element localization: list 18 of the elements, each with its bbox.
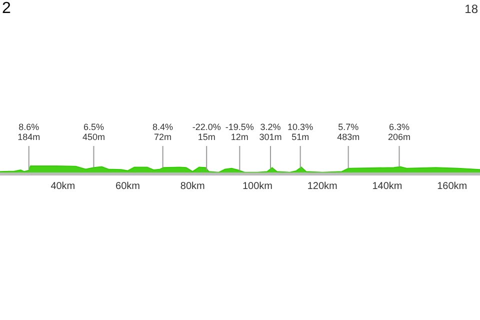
x-tick-label: 100km — [242, 181, 273, 192]
annotation: 6.3% 206m — [388, 122, 410, 142]
x-tick-label: 40km — [50, 181, 76, 192]
x-tick-label: 80km — [180, 181, 205, 192]
x-tick-label: 60km — [116, 181, 140, 192]
annotation: 8.6% 184m — [18, 122, 40, 142]
annotation: 8.4% 72m — [152, 122, 174, 142]
x-tick-label: 140km — [372, 181, 402, 192]
annotation: -22.0% 15m — [192, 122, 221, 142]
annotation: 10.3% 51m — [288, 122, 314, 142]
annotation: 5.7% 483m — [337, 122, 360, 142]
x-tick-label: 160km — [437, 181, 468, 192]
x-tick-label: 120km — [307, 181, 338, 192]
chart-title: 2 — [2, 0, 11, 18]
annotation: 3.2% 301m — [259, 122, 282, 142]
text: 18 — [464, 2, 478, 16]
annotation: -19.5% 12m — [225, 122, 254, 142]
annotation: 6.5% 450m — [82, 122, 105, 142]
